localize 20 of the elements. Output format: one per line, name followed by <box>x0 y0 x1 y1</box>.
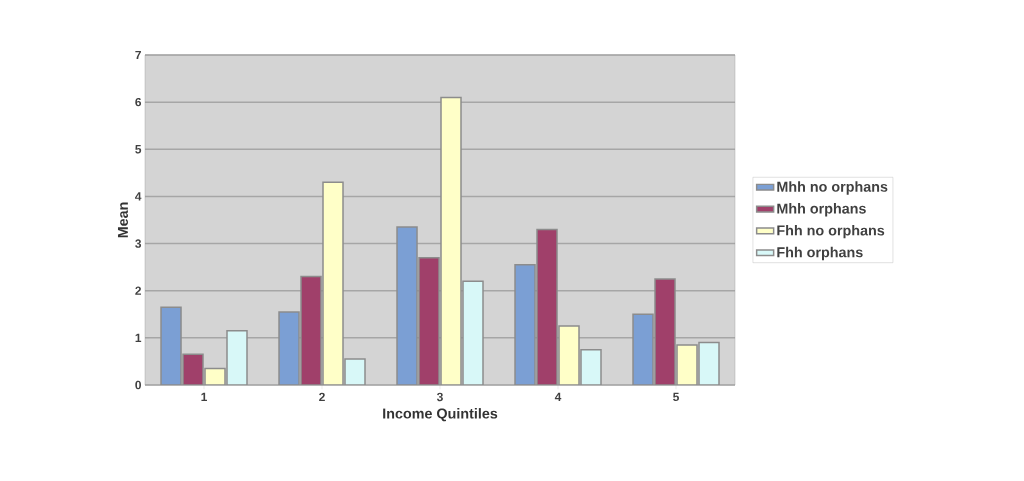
y-tick-label: 0 <box>135 380 141 390</box>
legend-label: Fhh orphans <box>777 246 863 261</box>
x-axis-title: Income Quintiles <box>383 408 498 422</box>
y-axis-title: Mean <box>117 202 128 238</box>
legend-label: Fhh no orphans <box>777 224 885 239</box>
legend-label: Mhh no orphans <box>777 181 888 195</box>
y-tick-label: 7 <box>135 50 141 60</box>
x-tick-label: 4 <box>554 392 562 401</box>
y-tick-label: 6 <box>135 97 142 107</box>
bar <box>440 96 462 385</box>
x-tick-label: 3 <box>436 392 443 402</box>
legend-label: Mhh orphans <box>777 203 866 217</box>
x-tick-label: 1 <box>201 392 207 401</box>
x-tick-label: 2 <box>319 392 325 402</box>
y-tick-label: 3 <box>135 239 142 248</box>
y-tick-label: 2 <box>135 286 142 295</box>
y-tick-label: 5 <box>135 145 142 154</box>
x-tick-label: 5 <box>673 392 679 402</box>
y-tick-label: 4 <box>135 192 142 201</box>
y-tick-label: 1 <box>135 333 142 342</box>
